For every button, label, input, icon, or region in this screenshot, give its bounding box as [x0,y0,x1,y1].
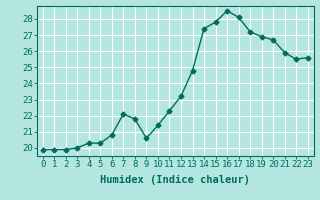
X-axis label: Humidex (Indice chaleur): Humidex (Indice chaleur) [100,175,250,185]
